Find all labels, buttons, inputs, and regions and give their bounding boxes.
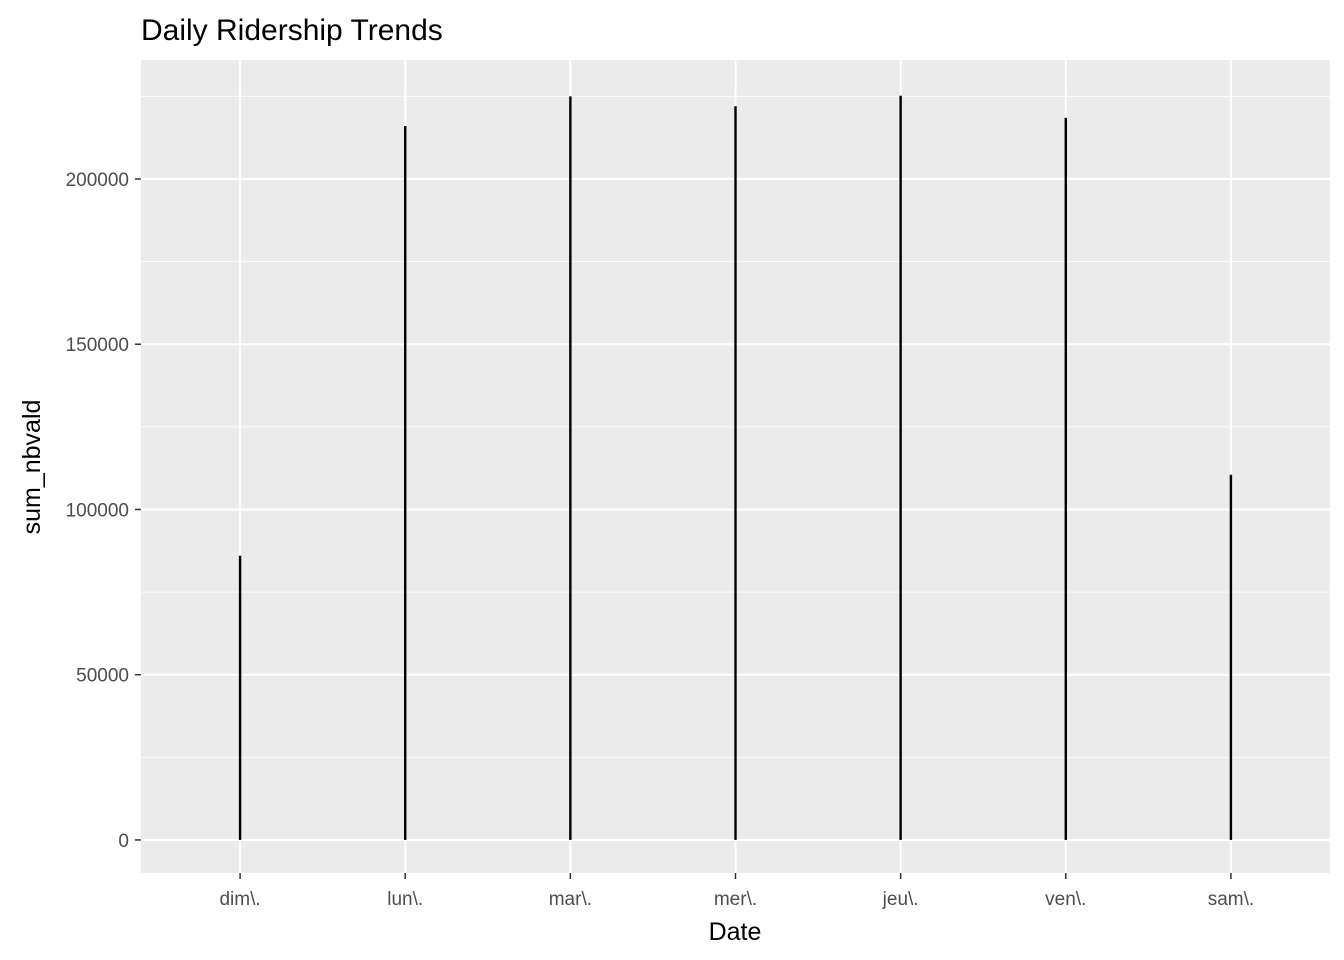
x-axis-title: Date — [709, 918, 762, 946]
x-tick-label: jeu\. — [882, 889, 919, 910]
bar — [238, 555, 242, 840]
bars — [238, 95, 1233, 840]
x-tick-label: mer\. — [714, 889, 757, 910]
bar — [1064, 117, 1067, 840]
y-axis: 0 50000 100000 150000 200000 — [66, 170, 141, 852]
x-tick-label: sam\. — [1208, 889, 1254, 910]
y-axis-title: sum_nbvald — [18, 400, 46, 535]
x-tick-label: lun\. — [387, 889, 423, 910]
bar — [734, 106, 737, 840]
bar — [404, 126, 407, 840]
y-tick-label: 200000 — [66, 170, 129, 191]
y-tick-label: 0 — [118, 831, 129, 852]
y-tick-label: 100000 — [66, 500, 129, 521]
x-axis: dim\. lun\. mar\. mer\. jeu\. ven\. sam\. — [219, 873, 1254, 910]
x-tick-label: mar\. — [549, 889, 592, 910]
chart-title: Daily Ridership Trends — [141, 14, 443, 47]
y-tick-label: 150000 — [66, 335, 129, 356]
bar — [899, 95, 902, 840]
x-tick-label: ven\. — [1045, 889, 1086, 910]
bar — [1229, 474, 1233, 840]
y-tick-label: 50000 — [76, 666, 129, 687]
bar — [569, 96, 572, 840]
x-tick-label: dim\. — [219, 889, 260, 910]
